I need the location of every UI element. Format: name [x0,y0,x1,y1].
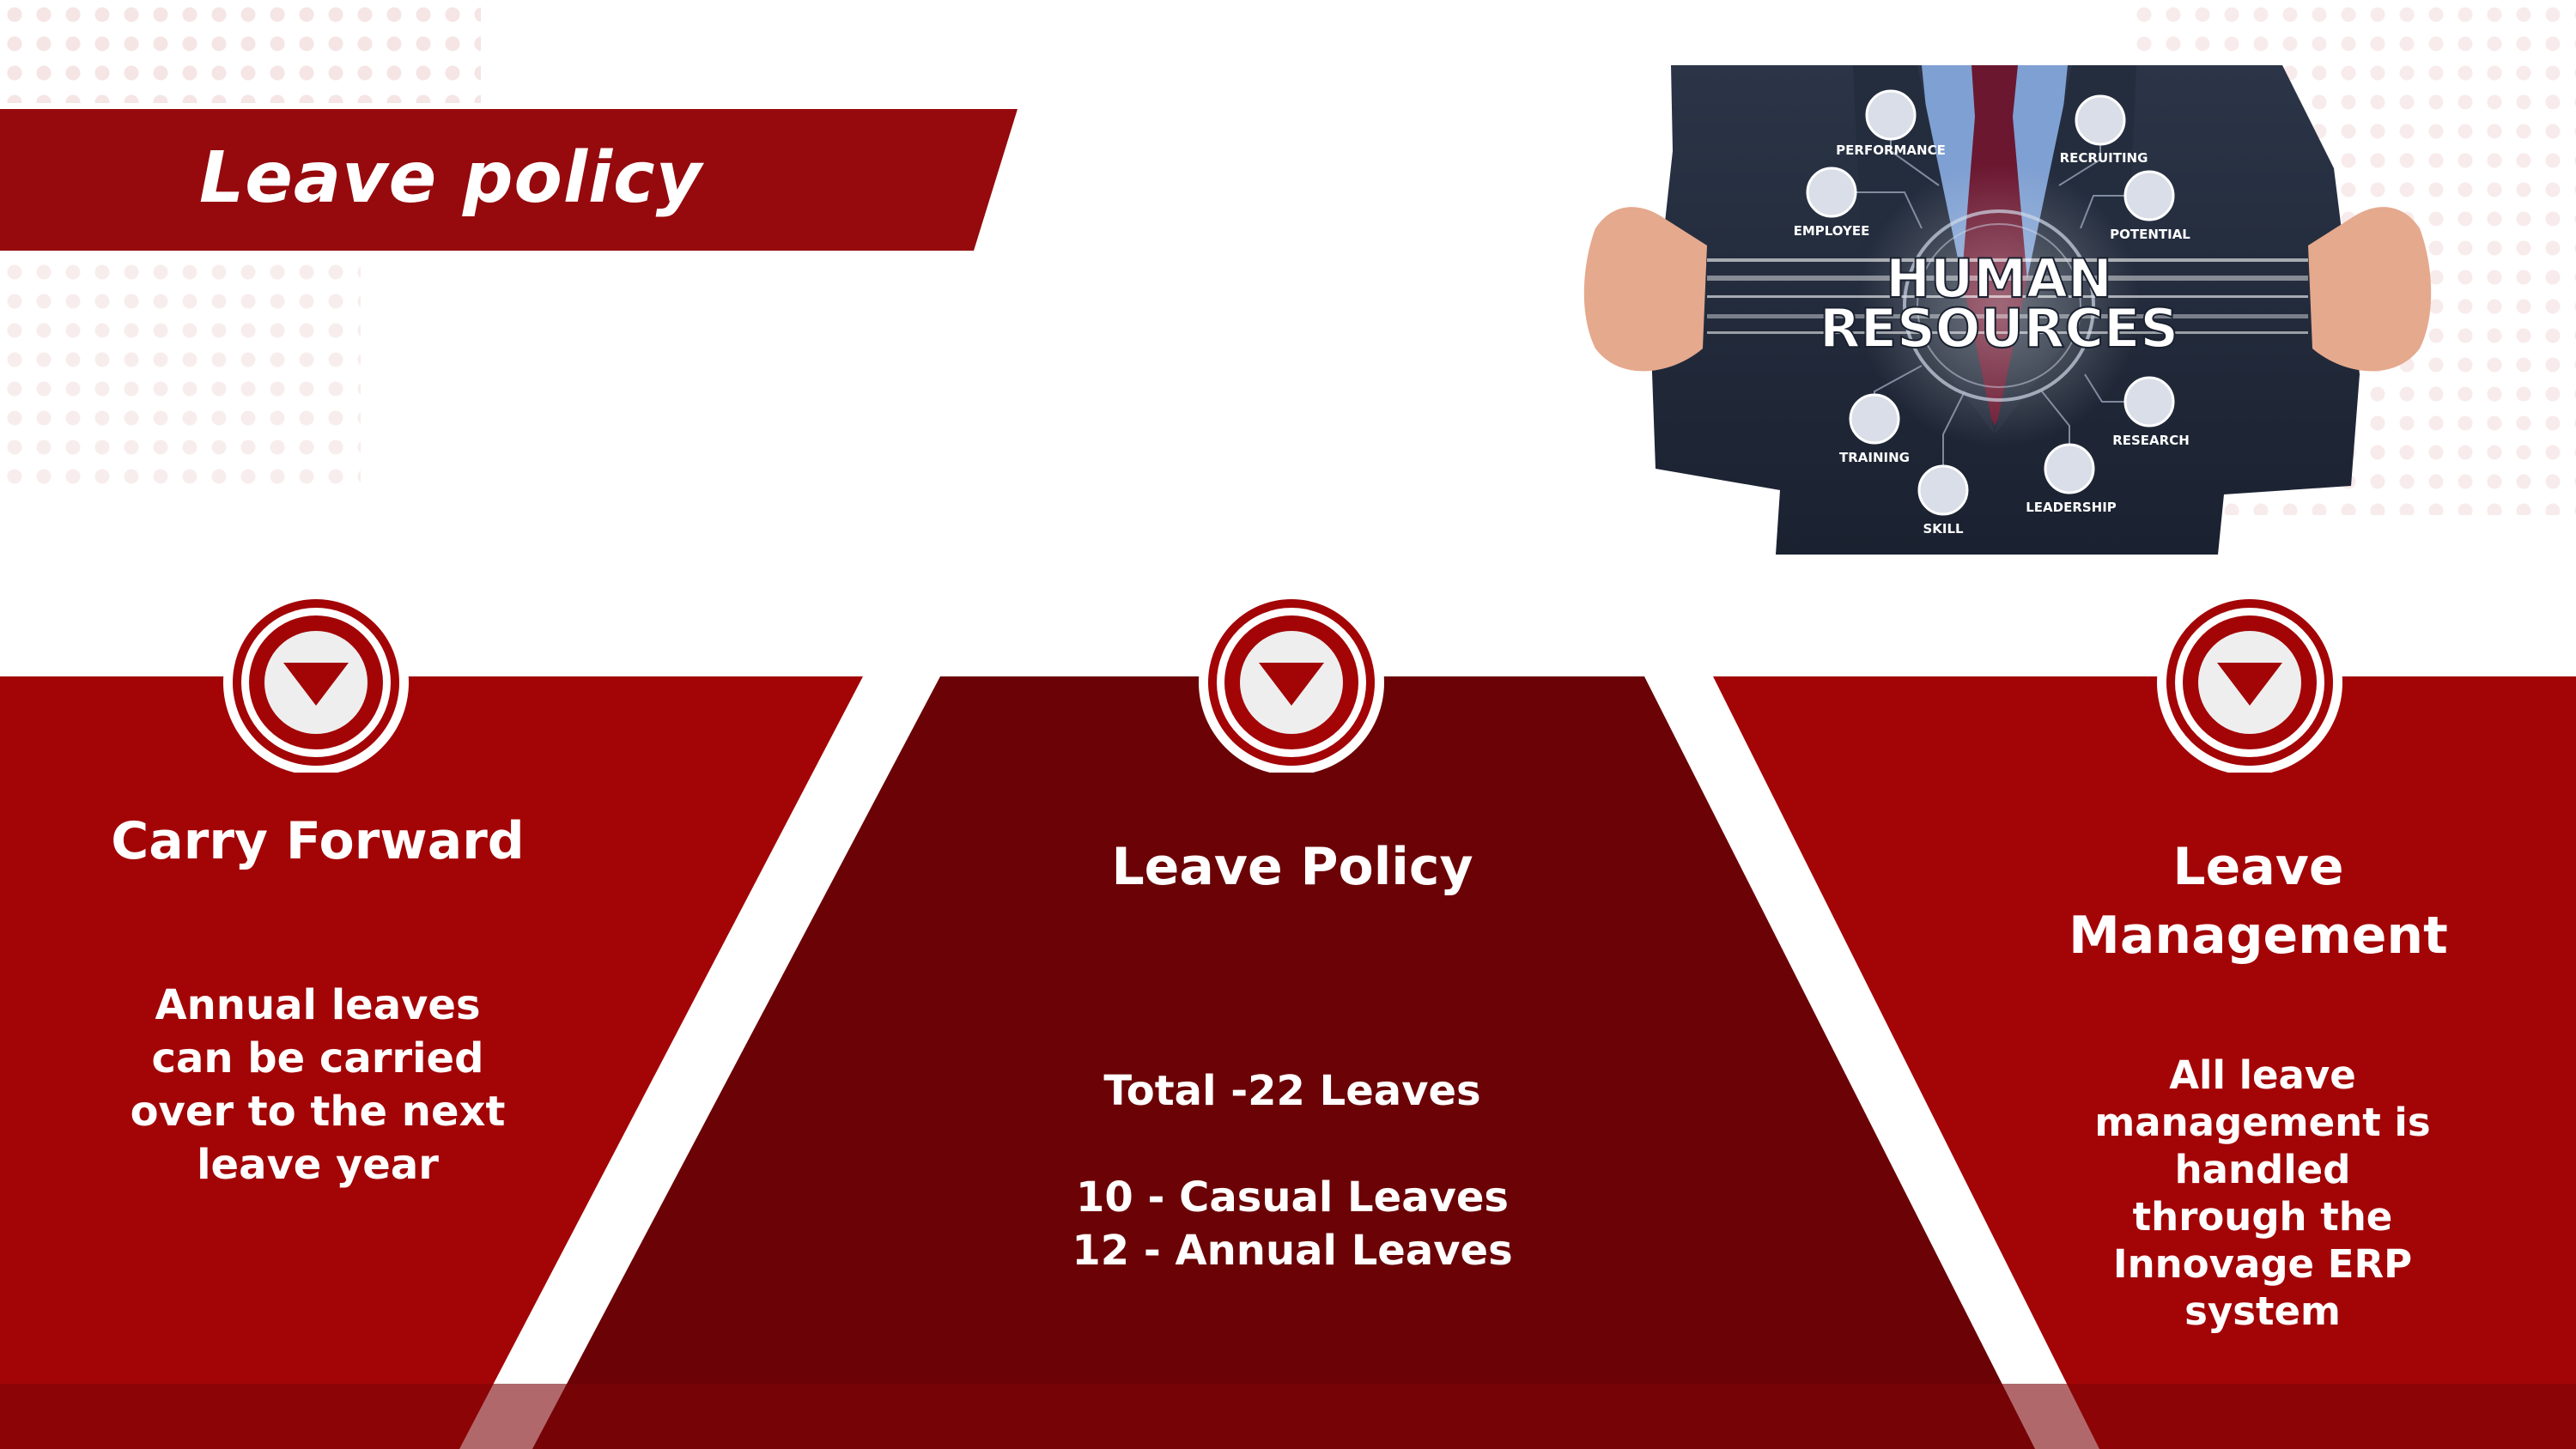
chevron-down-icon [2157,592,2342,773]
title-banner [0,109,1018,251]
node-label-employee: EMPLOYEE [1794,223,1870,239]
panel-body-line: system [2184,1288,2341,1334]
panel-body-line: All leave [2169,1052,2356,1098]
panel-body-line: over to the next [130,1088,506,1136]
panel-body-leave-management: All leave management is handled through … [2044,1052,2482,1335]
bottom-strip [0,1384,2576,1449]
panel-body-leave-policy: Total -22 Leaves 10 - Casual Leaves 12 -… [1030,1064,1554,1277]
chevron-down-icon [223,592,409,773]
panel-body-spacer [1030,1118,1554,1171]
human-resources-image: PERFORMANCE RECRUITING EMPLOYEE POTENTIA… [1583,65,2432,555]
panel-body-line: management is [2094,1100,2431,1145]
node-label-recruiting: RECRUITING [2060,150,2148,166]
dot-pattern-top-left [0,0,481,103]
panel-body-line: through the [2132,1194,2393,1240]
panel-body-line: leave year [197,1141,439,1189]
page-title: Leave policy [199,137,703,219]
panel-body-line: Total -22 Leaves [1103,1067,1481,1115]
panel-heading-line: Management [2069,906,2448,966]
panel-body-line: Annual leaves [155,981,481,1029]
panel-body-line: 12 - Annual Leaves [1072,1227,1513,1275]
panel-body-line: 10 - Casual Leaves [1076,1173,1509,1222]
dot-pattern-left [0,258,361,489]
panel-heading-leave-management: Leave Management [2001,833,2516,970]
panel-heading-leave-policy: Leave Policy [1111,837,1473,897]
panel-heading-carry-forward: Carry Forward [111,811,525,871]
panel-right-shape [1713,676,2576,1449]
panel-body-line: handled [2174,1147,2351,1192]
node-label-potential: POTENTIAL [2110,227,2190,242]
node-label-training: TRAINING [1839,450,1910,465]
hr-heading-line1: HUMAN [1886,247,2112,310]
hr-heading-line2: RESOURCES [1820,297,2178,360]
panel-body-line: Innovage ERP [2112,1241,2413,1287]
panel-body-line: can be carried [151,1034,484,1082]
node-label-skill: SKILL [1923,521,1964,537]
panel-heading-line: Leave [2172,837,2344,897]
node-label-performance: PERFORMANCE [1836,142,1946,158]
panel-body-carry-forward: Annual leaves can be carried over to the… [94,979,541,1191]
node-label-research: RESEARCH [2112,433,2190,448]
node-label-leadership: LEADERSHIP [2026,500,2117,515]
chevron-down-icon [1199,592,1384,773]
panel-center-shape [532,676,2035,1449]
panel-left-shape [0,676,863,1449]
